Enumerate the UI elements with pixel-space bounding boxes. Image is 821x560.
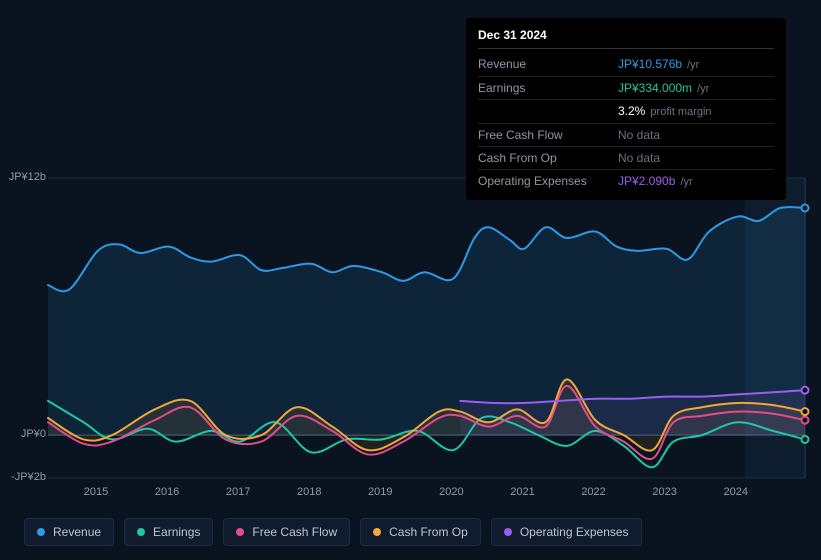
y-tick-label: JP¥12b [2, 171, 46, 183]
tooltip-row: RevenueJP¥10.576b /yr [478, 53, 774, 77]
x-tick-label: 2021 [510, 486, 534, 498]
tooltip-row: 3.2% profit margin [478, 100, 774, 124]
x-tick-label: 2022 [581, 486, 605, 498]
tooltip-metric-value: No data [618, 149, 774, 167]
y-tick-label: JP¥0 [2, 428, 46, 440]
tooltip-metric-label: Free Cash Flow [478, 126, 618, 144]
x-tick-label: 2019 [368, 486, 392, 498]
legend-dot-icon [37, 528, 45, 536]
x-tick-label: 2020 [439, 486, 463, 498]
legend-label: Earnings [153, 525, 200, 539]
tooltip-metric-label: Operating Expenses [478, 172, 618, 190]
tooltip-metric-label: Revenue [478, 55, 618, 73]
x-tick-label: 2017 [226, 486, 250, 498]
x-tick-label: 2018 [297, 486, 321, 498]
legend-label: Operating Expenses [520, 525, 629, 539]
legend-dot-icon [236, 528, 244, 536]
tooltip-metric-label: Cash From Op [478, 149, 618, 167]
tooltip-metric-value: No data [618, 126, 774, 144]
tooltip-metric-value: JP¥334.000m /yr [618, 79, 774, 98]
legend-label: Free Cash Flow [252, 525, 337, 539]
tooltip-row: Free Cash FlowNo data [478, 124, 774, 147]
x-tick-label: 2023 [652, 486, 676, 498]
legend-item-revenue[interactable]: Revenue [24, 518, 114, 546]
legend-label: Revenue [53, 525, 101, 539]
tooltip-metric-label: Earnings [478, 79, 618, 97]
tooltip-date: Dec 31 2024 [478, 26, 774, 49]
y-tick-label: -JP¥2b [2, 471, 46, 483]
tooltip-row: EarningsJP¥334.000m /yr [478, 77, 774, 101]
legend-dot-icon [373, 528, 381, 536]
tooltip-row: Operating ExpensesJP¥2.090b /yr [478, 170, 774, 193]
tooltip-metric-value: JP¥2.090b /yr [618, 172, 774, 191]
x-tick-label: 2024 [723, 486, 747, 498]
x-tick-label: 2016 [155, 486, 179, 498]
tooltip-metric-value: JP¥10.576b /yr [618, 55, 774, 74]
legend-dot-icon [137, 528, 145, 536]
tooltip-row: Cash From OpNo data [478, 147, 774, 170]
x-tick-label: 2015 [84, 486, 108, 498]
data-tooltip: Dec 31 2024 RevenueJP¥10.576b /yrEarning… [466, 18, 786, 200]
legend-item-cfo[interactable]: Cash From Op [360, 518, 481, 546]
legend-label: Cash From Op [389, 525, 468, 539]
legend-dot-icon [504, 528, 512, 536]
legend-item-fcf[interactable]: Free Cash Flow [223, 518, 350, 546]
legend-item-opex[interactable]: Operating Expenses [491, 518, 642, 546]
chart-legend: Revenue Earnings Free Cash Flow Cash From O… [24, 518, 642, 546]
legend-item-earnings[interactable]: Earnings [124, 518, 213, 546]
tooltip-metric-value: 3.2% profit margin [618, 102, 774, 121]
